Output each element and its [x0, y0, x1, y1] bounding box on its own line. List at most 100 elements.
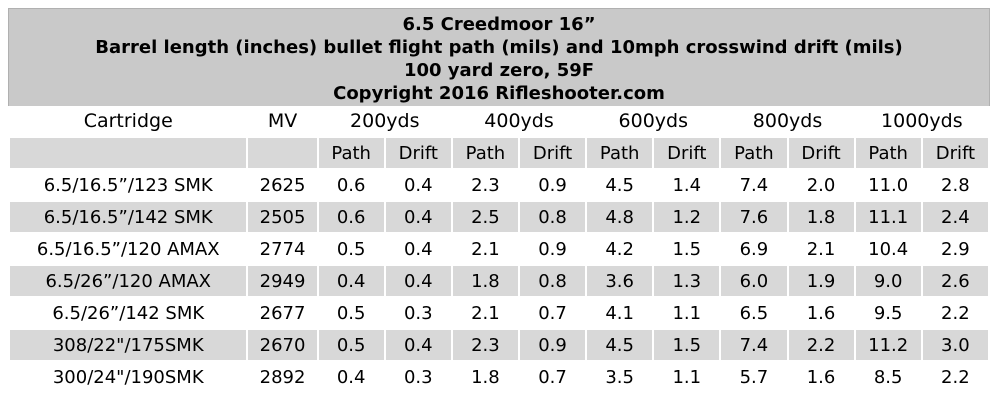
- cell-drift: 1.5: [652, 233, 722, 266]
- cell-path: 2.3: [450, 329, 521, 362]
- cell-path: 8.5: [853, 361, 923, 394]
- cell-drift: 2.6: [920, 265, 991, 298]
- cell-drift: 2.9: [920, 233, 991, 266]
- header-path: Path: [450, 137, 521, 170]
- cell-path: 6.5: [719, 297, 789, 330]
- header-range-1000: 1000yds: [853, 106, 991, 138]
- ballistics-document: 6.5 Creedmoor 16” Barrel length (inches)…: [7, 8, 991, 394]
- cell-path: 0.6: [316, 201, 386, 234]
- header-path: Path: [585, 137, 655, 170]
- cell-path: 2.1: [450, 297, 521, 330]
- header-path: Path: [853, 137, 923, 170]
- cell-drift: 0.9: [517, 329, 588, 362]
- cell-path: 0.6: [316, 169, 386, 202]
- cell-drift: 2.8: [920, 169, 991, 202]
- cell-path: 6.9: [719, 233, 789, 266]
- cell-mv: 2670: [246, 329, 319, 362]
- cell-drift: 0.3: [383, 297, 453, 330]
- cell-mv: 2625: [246, 169, 319, 202]
- header-range-400: 400yds: [450, 106, 588, 138]
- header-range-600: 600yds: [585, 106, 722, 138]
- title-line-4: Copyright 2016 Rifleshooter.com: [333, 83, 665, 104]
- cell-drift: 2.1: [786, 233, 856, 266]
- cell-mv: 2774: [246, 233, 319, 266]
- cell-drift: 0.4: [383, 265, 453, 298]
- cell-cartridge: 6.5/16.5”/120 AMAX: [7, 233, 249, 266]
- header-range-200: 200yds: [316, 106, 453, 138]
- cell-cartridge: 6.5/26”/142 SMK: [7, 297, 249, 330]
- header-drift: Drift: [920, 137, 991, 170]
- ballistics-table: Cartridge MV 200yds 400yds 600yds 800yds…: [7, 106, 991, 394]
- table-row: 300/24"/190SMK 2892 0.4 0.3 1.8 0.7 3.5 1.1 5.7 1…: [7, 361, 991, 394]
- cell-path: 3.5: [585, 361, 655, 394]
- cell-path: 1.8: [450, 361, 521, 394]
- header-path: Path: [719, 137, 789, 170]
- table-row: 6.5/26”/142 SMK 2677 0.5 0.3 2.1 0.7 4.1 1.1 6.5…: [7, 297, 991, 330]
- cell-drift: 1.9: [786, 265, 856, 298]
- cell-cartridge: 6.5/16.5”/123 SMK: [7, 169, 249, 202]
- header-blank-mv: [246, 137, 319, 170]
- cell-path: 5.7: [719, 361, 789, 394]
- header-row-ranges: Cartridge MV 200yds 400yds 600yds 800yds…: [7, 106, 991, 138]
- cell-path: 11.1: [853, 201, 923, 234]
- cell-drift: 1.1: [652, 361, 722, 394]
- title-line-1: 6.5 Creedmoor 16”: [402, 14, 596, 35]
- header-path: Path: [316, 137, 386, 170]
- cell-drift: 0.4: [383, 329, 453, 362]
- title-line-3: 100 yard zero, 59F: [403, 60, 595, 81]
- cell-drift: 1.5: [652, 329, 722, 362]
- cell-drift: 1.4: [652, 169, 722, 202]
- cell-cartridge: 6.5/26”/120 AMAX: [7, 265, 249, 298]
- cell-path: 4.2: [585, 233, 655, 266]
- cell-drift: 0.8: [517, 265, 588, 298]
- cell-path: 4.5: [585, 329, 655, 362]
- cell-drift: 2.4: [920, 201, 991, 234]
- cell-path: 9.0: [853, 265, 923, 298]
- cell-drift: 0.9: [517, 233, 588, 266]
- cell-path: 11.0: [853, 169, 923, 202]
- header-row-subcolumns: Path Drift Path Drift Path Drift Path Dr…: [7, 137, 991, 170]
- cell-path: 6.0: [719, 265, 789, 298]
- cell-path: 10.4: [853, 233, 923, 266]
- cell-drift: 2.0: [786, 169, 856, 202]
- cell-mv: 2949: [246, 265, 319, 298]
- header-mv: MV: [246, 106, 319, 138]
- cell-drift: 1.6: [786, 361, 856, 394]
- cell-drift: 1.8: [786, 201, 856, 234]
- cell-path: 4.1: [585, 297, 655, 330]
- cell-path: 11.2: [853, 329, 923, 362]
- cell-path: 1.8: [450, 265, 521, 298]
- table-row: 6.5/26”/120 AMAX 2949 0.4 0.4 1.8 0.8 3.6 1.3 6.…: [7, 265, 991, 298]
- cell-drift: 3.0: [920, 329, 991, 362]
- cell-path: 2.3: [450, 169, 521, 202]
- cell-path: 7.6: [719, 201, 789, 234]
- table-title: 6.5 Creedmoor 16” Barrel length (inches)…: [8, 8, 990, 106]
- cell-path: 2.1: [450, 233, 521, 266]
- cell-path: 0.4: [316, 361, 386, 394]
- cell-drift: 0.7: [517, 361, 588, 394]
- cell-drift: 1.2: [652, 201, 722, 234]
- cell-path: 9.5: [853, 297, 923, 330]
- cell-path: 2.5: [450, 201, 521, 234]
- table-row: 308/22"/175SMK 2670 0.5 0.4 2.3 0.9 4.5 1.5 7.4 2…: [7, 329, 991, 362]
- cell-path: 0.5: [316, 297, 386, 330]
- cell-path: 7.4: [719, 169, 789, 202]
- header-drift: Drift: [383, 137, 453, 170]
- cell-drift: 0.8: [517, 201, 588, 234]
- cell-drift: 2.2: [920, 297, 991, 330]
- table-row: 6.5/16.5”/123 SMK 2625 0.6 0.4 2.3 0.9 4.5 1.4 7…: [7, 169, 991, 202]
- cell-drift: 0.4: [383, 201, 453, 234]
- table-row: 6.5/16.5”/120 AMAX 2774 0.5 0.4 2.1 0.9 4.2 1.5…: [7, 233, 991, 266]
- cell-drift: 0.4: [383, 233, 453, 266]
- cell-drift: 0.7: [517, 297, 588, 330]
- cell-drift: 1.3: [652, 265, 722, 298]
- cell-mv: 2505: [246, 201, 319, 234]
- header-blank-cartridge: [7, 137, 249, 170]
- cell-drift: 0.9: [517, 169, 588, 202]
- cell-mv: 2677: [246, 297, 319, 330]
- cell-drift: 1.1: [652, 297, 722, 330]
- cell-path: 4.8: [585, 201, 655, 234]
- cell-path: 7.4: [719, 329, 789, 362]
- header-drift: Drift: [786, 137, 856, 170]
- table-row: 6.5/16.5”/142 SMK 2505 0.6 0.4 2.5 0.8 4.8 1.2 7…: [7, 201, 991, 234]
